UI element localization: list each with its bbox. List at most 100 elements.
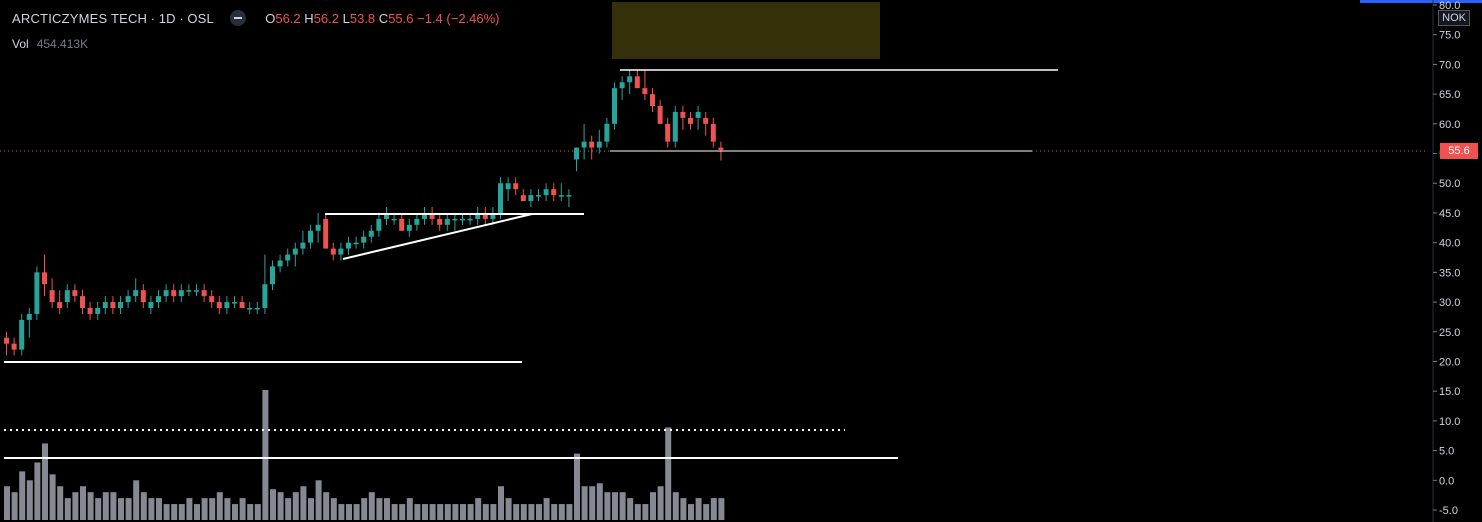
candle-body [353, 242, 359, 245]
candle-body [627, 76, 633, 83]
volume-bar [710, 498, 717, 520]
y-tick-label: 25.0 [1439, 327, 1460, 339]
candle [148, 296, 154, 314]
candle-body [505, 183, 511, 190]
volume-bar [11, 492, 18, 520]
candle [657, 100, 663, 124]
candle-body [148, 302, 154, 308]
candle-body [490, 212, 496, 219]
candle-body [528, 195, 534, 202]
exchange-label: OSL [187, 11, 214, 26]
candle-body [718, 147, 724, 150]
candle [224, 296, 230, 314]
candle-body [308, 230, 313, 243]
candle-body [315, 224, 321, 231]
candle [361, 230, 367, 249]
candle [368, 224, 374, 243]
candle-body [87, 308, 93, 314]
candle [64, 284, 70, 308]
volume-bar [482, 504, 489, 520]
volume-bar [551, 504, 558, 520]
candle-body [551, 189, 557, 196]
volume-bar [695, 498, 702, 520]
volume-bar [292, 492, 299, 520]
volume-bar [414, 504, 421, 520]
candle-body [194, 290, 199, 292]
volume-bar [558, 504, 565, 520]
candle [186, 284, 192, 297]
candle-body [536, 195, 541, 197]
volume-bar [384, 498, 390, 520]
volume-bar [574, 453, 580, 520]
volume-bar [118, 498, 124, 520]
volume-bar [277, 492, 284, 520]
volume-bar [467, 504, 474, 520]
volume-label[interactable]: Vol [12, 37, 29, 51]
candle-body [254, 308, 260, 310]
triangle-rising-line[interactable] [342, 213, 533, 260]
candle [42, 254, 47, 297]
volume-bar [133, 480, 140, 520]
axis-top-accent [1360, 0, 1482, 3]
candle [688, 111, 693, 130]
candle-body [239, 302, 245, 308]
candle [300, 230, 306, 255]
candle-body [688, 117, 693, 124]
candle [384, 207, 389, 225]
volume-bar [26, 480, 33, 520]
candle-body [262, 284, 268, 308]
candle-body [566, 195, 572, 197]
volume-bar [543, 498, 550, 520]
candle-body [574, 147, 579, 160]
volume-bar [49, 474, 56, 520]
volume-bar [634, 504, 641, 520]
resistance-zone[interactable] [612, 2, 880, 59]
candle-body [558, 195, 564, 197]
collapse-toggle-icon[interactable] [229, 10, 246, 26]
candle [551, 183, 557, 202]
candle-body [125, 296, 131, 303]
candle [710, 117, 716, 148]
candle-body [224, 302, 230, 308]
candle-body [338, 248, 344, 255]
price-axis[interactable]: 80.075.070.065.060.055.050.045.040.035.0… [1433, 0, 1460, 517]
candle [399, 212, 405, 231]
volume-bar [140, 492, 147, 520]
candle [178, 284, 184, 303]
candle-body [118, 302, 123, 308]
y-tick-label: -5.0 [1439, 505, 1458, 517]
candle [19, 313, 25, 356]
candle-body [4, 337, 9, 344]
candle [452, 212, 458, 231]
interval-label[interactable]: 1D [158, 11, 176, 26]
candle-body [467, 218, 473, 221]
candle [26, 308, 32, 338]
volume-bar [156, 498, 162, 520]
candle-body [642, 88, 648, 95]
volume-series [4, 389, 725, 520]
candle [422, 207, 427, 225]
candle [262, 254, 268, 314]
candle [665, 117, 671, 148]
candle-body [171, 290, 177, 297]
candle [277, 254, 283, 273]
volume-bar [391, 504, 398, 520]
candle [612, 82, 617, 130]
candle [57, 290, 63, 314]
y-tick-label: 45.0 [1439, 208, 1460, 220]
currency-badge[interactable]: NOK [1438, 10, 1470, 26]
volume-bar [110, 492, 117, 520]
volume-bar [665, 427, 672, 520]
volume-bar [346, 504, 352, 520]
candle-body [460, 218, 465, 221]
candle [163, 284, 169, 303]
candle-body [498, 183, 503, 213]
candle-body [482, 212, 488, 219]
candle-body [247, 308, 253, 310]
candle [323, 212, 329, 249]
symbol-name[interactable]: ARCTICZYMES TECH [12, 11, 148, 26]
volume-bar [224, 498, 231, 520]
candle-body [186, 290, 192, 292]
candle [285, 248, 291, 267]
